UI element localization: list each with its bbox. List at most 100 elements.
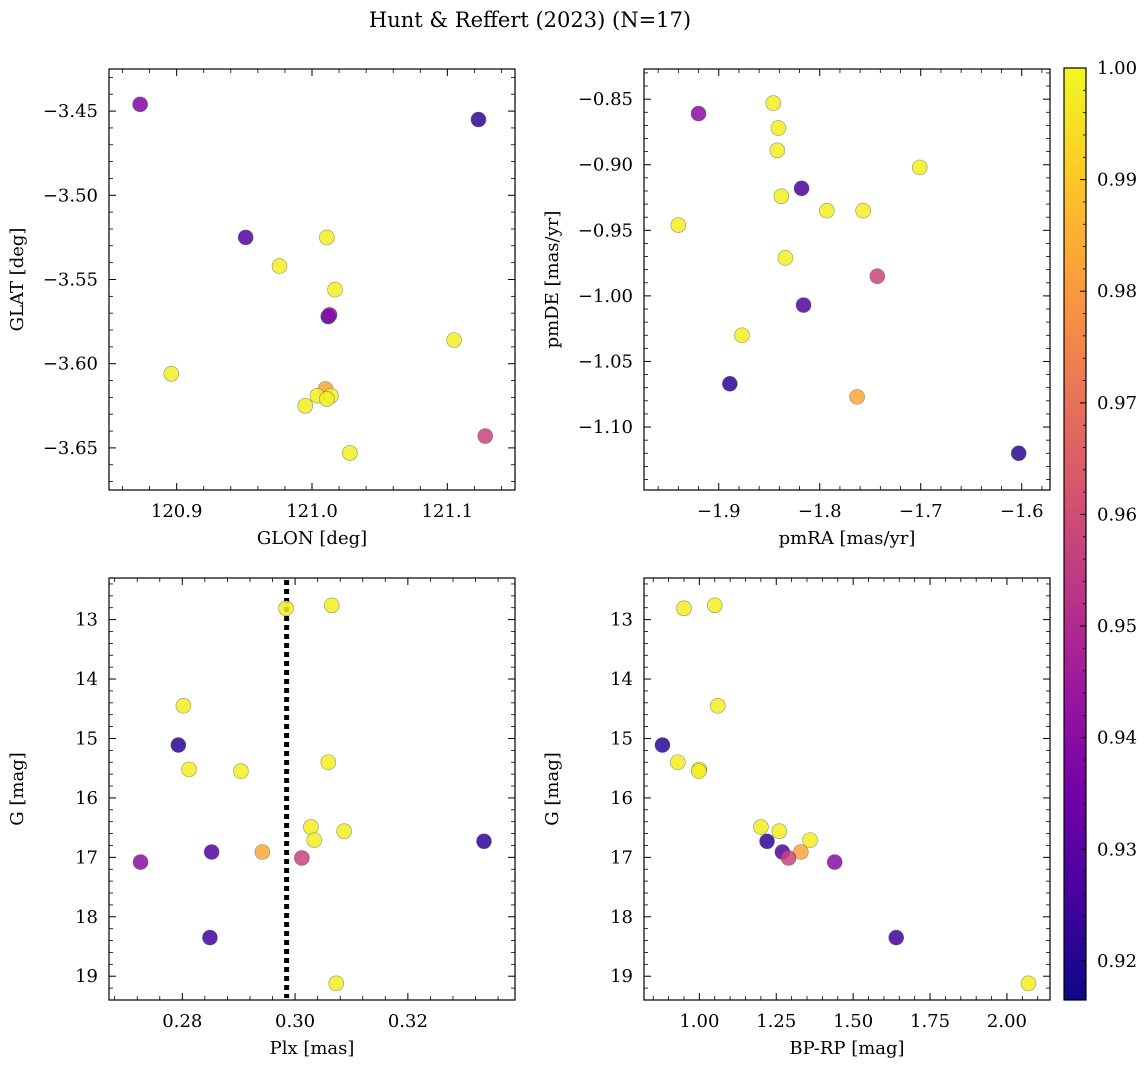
data-point	[654, 737, 671, 753]
data-point	[1010, 445, 1027, 462]
x-tick-label: 1.00	[679, 1011, 719, 1032]
colorbar-tick-label: 0.92	[1097, 951, 1137, 972]
x-axis-label: pmRA [mas/yr]	[779, 528, 916, 549]
data-point	[670, 217, 687, 233]
data-point	[237, 229, 254, 246]
colorbar-tick-label: 0.95	[1097, 616, 1137, 637]
data-point	[233, 763, 249, 779]
x-tick-label: 0.30	[275, 1011, 315, 1032]
data-point	[170, 737, 187, 753]
y-axis-label: GLAT [deg]	[7, 228, 28, 332]
y-tick-label: −3.50	[43, 185, 98, 206]
data-point	[690, 105, 707, 122]
data-point	[869, 268, 886, 285]
plot-glon-glat: 120.9 121.0 121.1 −3.45 −3.50 −3.55 −3.60 −3.65…	[7, 68, 516, 549]
plot-pmra-pmde: −1.9 −1.8 −1.7 −1.6 −0.85 −0.90 −0.95 −1.00 −1.0…	[542, 68, 1051, 549]
x-axis-label: GLON [deg]	[257, 528, 367, 549]
data-point	[323, 597, 340, 614]
data-point	[777, 250, 794, 266]
axes-frame	[108, 577, 516, 1001]
axes-frame	[108, 68, 516, 491]
data-point	[297, 397, 314, 414]
data-point	[795, 297, 812, 313]
data-point	[753, 819, 769, 835]
y-tick-label: 13	[610, 610, 633, 631]
data-point	[722, 375, 738, 392]
data-point	[706, 597, 723, 614]
y-tick-label: −0.95	[578, 220, 633, 241]
y-tick-label: 15	[610, 728, 633, 749]
figure-title: Hunt & Reffert (2023) (N=17)	[369, 8, 691, 32]
x-tick-label: 1.75	[910, 1011, 950, 1032]
data-point	[1020, 975, 1037, 992]
x-tick-label: 1.50	[833, 1011, 873, 1032]
colorbar-tick-label: 0.94	[1097, 728, 1137, 749]
y-tick-label: −3.65	[43, 438, 98, 459]
data-point	[446, 332, 462, 348]
data-point	[476, 833, 492, 850]
data-point	[780, 850, 797, 866]
x-axis-label: BP-RP [mag]	[789, 1038, 904, 1059]
colorbar-tick-label: 0.93	[1097, 839, 1137, 860]
x-tick-label: 120.9	[151, 501, 203, 522]
data-point	[181, 761, 197, 778]
data-point	[802, 832, 818, 848]
y-tick-label: −1.05	[578, 351, 633, 372]
y-axis-label: G [mag]	[7, 752, 28, 825]
data-point	[770, 120, 787, 136]
y-tick-label: −0.85	[578, 89, 633, 110]
colorbar-tick-label: 1.00	[1097, 58, 1137, 79]
scatter-points	[654, 597, 1037, 992]
data-point	[278, 600, 294, 617]
y-tick-label: −3.45	[43, 101, 98, 122]
y-tick-label: 16	[75, 788, 98, 809]
data-point	[303, 819, 319, 835]
y-tick-label: 19	[610, 966, 633, 987]
data-point	[769, 142, 786, 159]
data-point	[819, 202, 835, 219]
x-tick-label: −1.6	[1000, 501, 1044, 522]
axis-ticks	[644, 69, 1050, 490]
axes-frame	[643, 577, 1051, 1001]
x-tick-label: −1.7	[899, 501, 943, 522]
axis-ticks	[109, 578, 515, 1001]
data-point	[734, 327, 750, 344]
y-tick-label: 17	[610, 847, 633, 868]
x-tick-label: −1.8	[798, 501, 842, 522]
y-tick-label: 18	[610, 907, 633, 928]
data-point	[203, 844, 220, 860]
data-point	[773, 188, 790, 205]
scatter-points	[132, 96, 494, 461]
x-tick-label: 121.0	[286, 501, 338, 522]
axes-frame	[643, 68, 1051, 491]
plot-bprp-g: 1.00 1.25 1.50 1.75 2.00 13 14 15 16 17 18 19 BP-RP …	[542, 577, 1051, 1059]
data-point	[342, 445, 358, 461]
data-point	[911, 159, 928, 176]
x-tick-label: 121.1	[422, 501, 474, 522]
y-axis-label: G [mag]	[542, 752, 563, 825]
scatter-points	[670, 95, 1027, 462]
data-point	[793, 180, 810, 197]
data-point	[477, 428, 494, 444]
plot-plx-g: 0.28 0.30 0.32 13 14 15 16 17 18 19 Plx [mas] G [ma…	[7, 577, 516, 1059]
data-point	[175, 697, 192, 714]
colorbar-tick-label: 0.99	[1097, 170, 1137, 191]
y-tick-label: 16	[610, 788, 633, 809]
data-point	[771, 823, 788, 840]
colorbar: 0.92 0.93 0.94 0.95 0.96 0.97 0.98 0.99 1.00	[1063, 58, 1137, 1001]
data-point	[306, 832, 323, 848]
x-axis-label: Plx [mas]	[270, 1038, 355, 1059]
y-axis-label: pmDE [mas/yr]	[542, 211, 563, 349]
data-point	[202, 929, 218, 946]
x-tick-label: 0.28	[162, 1011, 202, 1032]
data-point	[470, 111, 487, 128]
x-tick-label: 2.00	[987, 1011, 1027, 1032]
y-tick-label: 17	[75, 847, 98, 868]
data-point	[254, 844, 271, 860]
x-tick-label: 1.25	[756, 1011, 796, 1032]
y-tick-label: 13	[75, 610, 98, 631]
data-point	[320, 754, 337, 771]
data-point	[319, 391, 335, 407]
data-point	[336, 823, 352, 840]
